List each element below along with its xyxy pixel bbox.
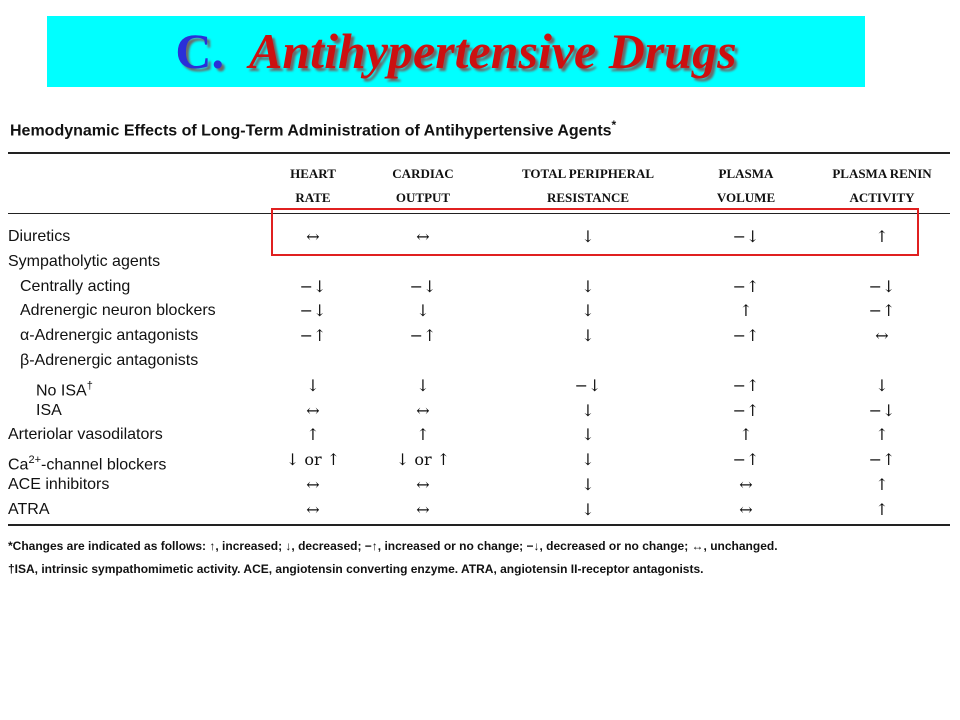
table-cell: −↑ [732,400,760,420]
top-rule [8,152,950,154]
table-cell: ↑ [739,425,753,445]
footnote-abbreviations: †ISA, intrinsic sympathomimetic activity… [8,562,704,576]
table-cell: ↓ [581,276,595,296]
table-cell: ↓ [306,375,320,395]
caption-marker: * [611,118,617,132]
table-cell: ↑ [306,425,320,445]
column-header-2-line2: OUTPUT [395,190,451,205]
table-cell: ↓ [581,425,595,445]
table-cell: ↓ [581,326,595,346]
table-cell [538,349,638,373]
table-cell: ↓ [416,375,430,395]
column-header-3-line2: RESISTANCE [546,190,630,205]
table-cell [373,349,473,373]
table-cell: −↑ [732,375,760,395]
table-cell: −↓ [868,400,896,420]
table-cell: −↓ [299,301,327,321]
table-cell: −↑ [868,450,896,470]
column-header-5-line2: ACTIVITY [849,190,915,205]
row-label: ATRA [8,500,50,518]
table-cell: ↑ [416,425,430,445]
table-cell: ↓ [581,499,595,519]
table-cell: ↑ [875,475,889,494]
row-label: β-Adrenergic antagonists [20,352,199,369]
table-cell: ↔ [416,499,430,519]
table-cell: ↓ [581,450,595,470]
table-cell: −↓ [409,276,437,296]
table-cell: ↔ [306,475,320,494]
table-cell: ↔ [416,475,430,494]
table-cell: ↑ [875,425,889,445]
column-header-4-line2: VOLUME [716,190,776,205]
slide-title-letter: C. [175,23,225,79]
table-cell: −↓ [868,276,896,296]
row-label: Adrenergic neuron blockers [20,302,216,320]
column-header-4-line1: PLASMA [718,166,774,181]
row-label: α-Adrenergic antagonists [20,327,199,345]
header-rule [8,213,950,214]
table-cell: ↑ [739,301,753,321]
diuretics-highlight-box [271,208,919,256]
table-cell: ↓ [875,375,889,395]
table-cell: −↑ [409,326,437,346]
table-cell: ↔ [416,400,430,420]
table-cell: ↓ or ↑ [285,450,341,470]
row-label: No ISA† [36,379,93,400]
table-cell [263,349,363,373]
table-cell: −↑ [732,326,760,346]
column-header-3-line1: TOTAL PERIPHERAL [521,166,655,181]
slide-title-text: Antihypertensive Drugs [249,23,737,79]
table-cell: −↑ [732,276,760,296]
row-label: Arteriolar vasodilators [8,426,163,444]
table-cell: −↓ [574,375,602,395]
table-cell: ↔ [306,227,320,246]
table-cell: −↓ [732,227,760,246]
table-cell: ↔ [416,227,430,246]
row-label: ISA [36,401,62,419]
table-cell: ↓ [581,400,595,420]
table-cell [832,349,932,373]
table-cell: ↑ [875,499,889,519]
footnote-legend: *Changes are indicated as follows: ↑, in… [8,539,778,553]
table-cell: ↔ [875,326,889,346]
table-caption: Hemodynamic Effects of Long-Term Adminis… [10,118,617,140]
row-label: ACE inhibitors [8,476,110,493]
table-cell [696,349,796,373]
table-cell: −↓ [299,276,327,296]
bottom-rule [8,524,950,526]
column-header-1-line1: HEART [290,166,336,181]
table-cell: ↓ [581,301,595,321]
table-cell: −↑ [299,326,327,346]
slide-title-banner: C. Antihypertensive Drugs [47,16,865,87]
row-label: Ca2+-channel blockers [8,454,167,474]
table-cell: ↑ [875,227,889,246]
table-cell: ↔ [306,499,320,519]
table-cell: ↔ [739,499,753,519]
row-label: Diuretics [8,228,71,245]
column-header-1-line2: RATE [295,190,331,205]
table-cell: ↔ [306,400,320,420]
table-cell: ↓ [581,227,595,246]
row-label: Centrally acting [20,277,131,295]
column-header-5-line1: PLASMA RENIN [832,166,932,181]
table-cell: ↓ [581,475,595,494]
table-cell: ↓ or ↑ [395,450,451,470]
table-cell: −↑ [868,301,896,321]
table-cell: ↔ [739,475,753,494]
table-cell: ↓ [416,301,430,321]
row-label: Sympatholytic agents [8,252,161,270]
table-cell: −↑ [732,450,760,470]
column-header-2-line1: CARDIAC [392,166,454,181]
